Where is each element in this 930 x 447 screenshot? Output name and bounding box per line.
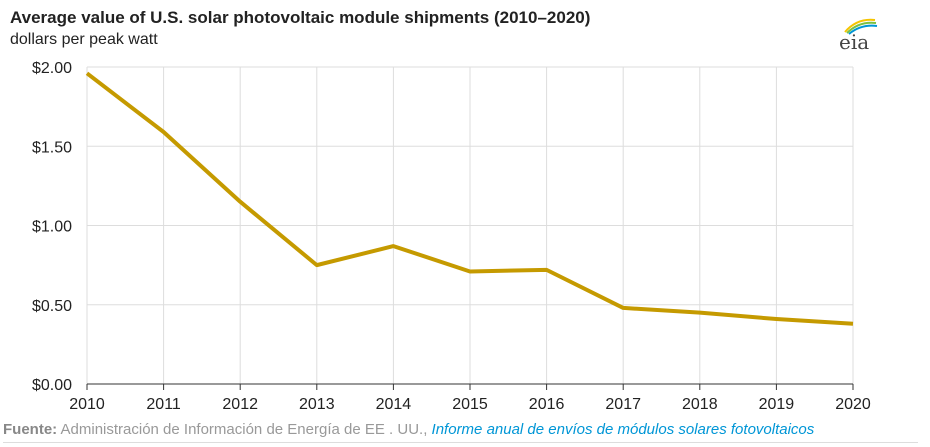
y-axis-label: dollars per peak watt [10, 31, 158, 48]
x-tick-label: 2011 [146, 396, 181, 413]
x-tick-label: 2016 [529, 396, 565, 413]
x-tick-label: 2017 [605, 396, 641, 413]
footer-label: Fuente: [3, 421, 58, 438]
y-tick-label: $0.50 [32, 298, 72, 315]
x-tick-label: 2012 [222, 396, 258, 413]
eia-logo: eia [839, 18, 878, 52]
x-tick-label: 2010 [69, 396, 105, 413]
y-tick-label: $1.50 [32, 139, 72, 156]
footer-divider [3, 442, 918, 443]
series-line [85, 71, 854, 326]
x-tick-label: 2018 [682, 396, 718, 413]
y-tick-label: $1.00 [32, 219, 72, 236]
y-tick-label: $2.00 [32, 60, 72, 77]
source-footer: Fuente: Administración de Información de… [3, 421, 814, 438]
x-tick-label: 2013 [299, 396, 335, 413]
x-tick-label: 2014 [376, 396, 412, 413]
report-link[interactable]: Informe anual de envíos de módulos solar… [431, 421, 815, 438]
x-tick-label: 2019 [759, 396, 795, 413]
chart-title: Average value of U.S. solar photovoltaic… [10, 8, 591, 27]
svg-text:eia: eia [839, 30, 869, 52]
x-tick-label: 2020 [835, 396, 871, 413]
x-tick-label: 2015 [452, 396, 488, 413]
y-tick-label: $0.00 [32, 377, 72, 394]
footer-source: Administración de Información de Energía… [60, 421, 428, 438]
line-chart: 2010 2011 2012 2013 2014 2015 2016 2017 2018 2019… [32, 60, 871, 413]
